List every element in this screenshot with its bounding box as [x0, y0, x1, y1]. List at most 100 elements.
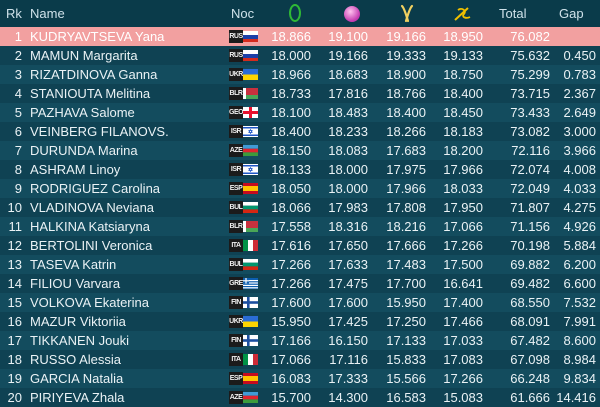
clubs-score: 15.950	[386, 295, 426, 310]
total-header[interactable]: Total	[499, 6, 527, 21]
athlete-name: RODRIGUEZ Carolina	[30, 181, 161, 196]
gap-value: 3.000	[563, 124, 596, 139]
rank-cell: 7	[14, 143, 22, 158]
table-row[interactable]: 19 GARCIA Natalia ESP 16.083 17.333 15.566 17.…	[0, 369, 600, 388]
ball-score: 18.233	[328, 124, 368, 139]
noc-badge: BUL	[229, 201, 259, 214]
rank-header[interactable]: Rk	[6, 6, 22, 21]
rank-cell: 2	[14, 48, 22, 63]
ball-score: 17.116	[329, 352, 368, 367]
noc-badge: FIN	[229, 296, 259, 309]
gap-value: 14.416	[556, 390, 596, 405]
ribbon-icon[interactable]	[452, 5, 472, 23]
table-row[interactable]: 15 VOLKOVA Ekaterina FIN 17.600 17.600 15.950…	[0, 293, 600, 312]
table-row[interactable]: 3 RIZATDINOVA Ganna UKR 18.966 18.683 18.900 1…	[0, 65, 600, 84]
noc-code: BLR	[229, 87, 243, 100]
table-row[interactable]: 17 TIKKANEN Jouki FIN 17.166 16.150 17.133 17.…	[0, 331, 600, 350]
rank-cell: 16	[7, 314, 22, 329]
table-row[interactable]: 20 PIRIYEVA Zhala AZE 15.700 14.300 16.583 15.…	[0, 388, 600, 407]
noc-header[interactable]: Noc	[231, 6, 255, 21]
name-header[interactable]: Name	[30, 6, 65, 21]
hoop-score: 17.266	[271, 276, 311, 291]
hoop-icon[interactable]	[288, 3, 302, 23]
gap-value: 7.532	[563, 295, 596, 310]
gap-value: 8.600	[563, 333, 596, 348]
athlete-name: KUDRYAVTSEVA Yana	[30, 29, 165, 44]
table-row[interactable]: 4 STANIOUTA Melitina BLR 18.733 17.816 18.766…	[0, 84, 600, 103]
ribbon-score: 17.033	[443, 333, 483, 348]
noc-badge: UKR	[229, 315, 259, 328]
gap-value: 2.367	[563, 86, 596, 101]
gap-value: 0.783	[563, 67, 596, 82]
hoop-score: 18.050	[271, 181, 311, 196]
hoop-score: 18.733	[271, 86, 311, 101]
table-row[interactable]: 13 TASEVA Katrin BUL 17.266 17.633 17.483 17.5…	[0, 255, 600, 274]
hoop-score: 15.950	[271, 314, 311, 329]
noc-badge: ISR	[229, 125, 259, 138]
ball-score: 17.816	[328, 86, 368, 101]
athlete-name: GARCIA Natalia	[30, 371, 124, 386]
rank-cell: 4	[14, 86, 22, 101]
athlete-name: VEINBERG FILANOVS.	[30, 124, 169, 139]
noc-code: AZE	[229, 144, 243, 157]
table-row[interactable]: 8 ASHRAM Linoy ISR 18.133 18.000 17.975 17.966…	[0, 160, 600, 179]
total-score: 76.082	[510, 29, 550, 44]
ribbon-score: 18.200	[443, 143, 483, 158]
table-row[interactable]: 5 PAZHAVA Salome GEO 18.100 18.483 18.400 18.4…	[0, 103, 600, 122]
rank-cell: 20	[7, 390, 22, 405]
total-score: 69.882	[510, 257, 550, 272]
ball-score: 17.425	[328, 314, 368, 329]
ball-icon[interactable]	[343, 5, 361, 23]
hoop-score: 17.066	[271, 352, 311, 367]
clubs-score: 18.266	[386, 124, 426, 139]
noc-badge: AZE	[229, 391, 259, 404]
table-row[interactable]: 16 MAZUR Viktoriia UKR 15.950 17.425 17.250 17…	[0, 312, 600, 331]
gap-value: 6.600	[563, 276, 596, 291]
table-row[interactable]: 18 RUSSO Alessia ITA 17.066 17.116 15.833 17.0…	[0, 350, 600, 369]
flag-icon	[243, 50, 258, 61]
table-row[interactable]: 10 VLADINOVA Neviana BUL 18.066 17.983 17.808…	[0, 198, 600, 217]
noc-badge: BUL	[229, 258, 259, 271]
ball-score: 18.000	[328, 181, 368, 196]
gap-value: 0.450	[563, 48, 596, 63]
flag-icon	[243, 373, 258, 384]
noc-badge: GRE	[229, 277, 259, 290]
hoop-score: 18.100	[271, 105, 311, 120]
gap-value: 4.033	[563, 181, 596, 196]
ribbon-score: 17.466	[443, 314, 483, 329]
rank-cell: 18	[7, 352, 22, 367]
athlete-name: DURUNDA Marina	[30, 143, 138, 158]
table-row[interactable]: 7 DURUNDA Marina AZE 18.150 18.083 17.683 18.2…	[0, 141, 600, 160]
table-row[interactable]: 1 KUDRYAVTSEVA Yana RUS 18.866 19.100 19.166 1…	[0, 27, 600, 46]
hoop-score: 18.133	[271, 162, 311, 177]
gap-value: 5.884	[563, 238, 596, 253]
total-score: 68.091	[510, 314, 550, 329]
noc-badge: ESP	[229, 372, 259, 385]
table-row[interactable]: 14 FILIOU Varvara GRE 17.266 17.475 17.700 16.…	[0, 274, 600, 293]
ribbon-score: 18.183	[443, 124, 483, 139]
table-row[interactable]: 11 HALKINA Katsiaryna BLR 17.558 18.316 18.21…	[0, 217, 600, 236]
noc-code: RUS	[229, 49, 243, 62]
ball-score: 17.983	[328, 200, 368, 215]
table-row[interactable]: 12 BERTOLINI Veronica ITA 17.616 17.650 17.66…	[0, 236, 600, 255]
ball-score: 19.100	[328, 29, 368, 44]
clubs-score: 17.700	[386, 276, 426, 291]
flag-icon	[243, 69, 258, 80]
hoop-score: 15.700	[271, 390, 311, 405]
ribbon-score: 17.966	[443, 162, 483, 177]
clubs-icon[interactable]	[398, 4, 416, 24]
total-score: 61.666	[510, 390, 550, 405]
table-row[interactable]: 9 RODRIGUEZ Carolina ESP 18.050 18.000 17.966…	[0, 179, 600, 198]
ribbon-score: 18.033	[443, 181, 483, 196]
table-row[interactable]: 6 VEINBERG FILANOVS. ISR 18.400 18.233 18.266…	[0, 122, 600, 141]
ribbon-score: 17.400	[443, 295, 483, 310]
noc-badge: RUS	[229, 30, 259, 43]
gap-header[interactable]: Gap	[559, 6, 584, 21]
total-score: 75.299	[510, 67, 550, 82]
total-score: 67.482	[510, 333, 550, 348]
flag-icon	[243, 183, 258, 194]
table-row[interactable]: 2 MAMUN Margarita RUS 18.000 19.166 19.333 19.…	[0, 46, 600, 65]
clubs-score: 16.583	[386, 390, 426, 405]
ball-score: 18.483	[328, 105, 368, 120]
athlete-name: ASHRAM Linoy	[30, 162, 121, 177]
